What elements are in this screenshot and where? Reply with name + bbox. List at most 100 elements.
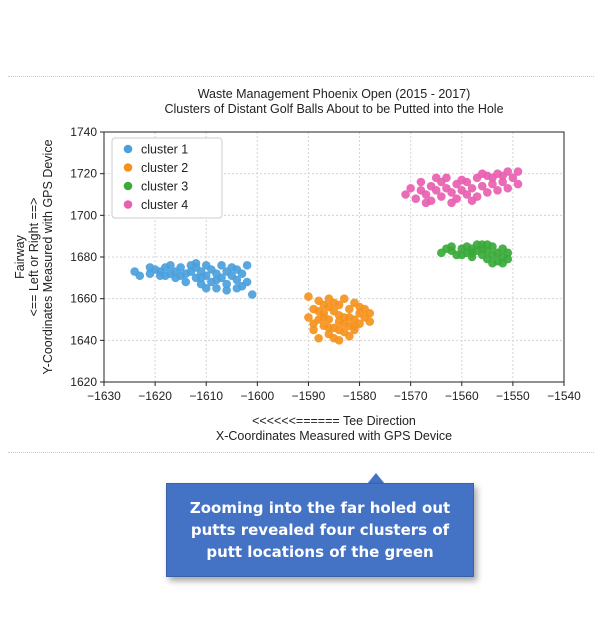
chart-subtitle: Clusters of Distant Golf Balls About to … (164, 102, 503, 116)
point-cluster-2 (309, 325, 318, 335)
chart-points (130, 167, 523, 345)
point-cluster-1 (247, 290, 257, 299)
y-axis-label-line-2: <== Left or Right ==> (27, 198, 41, 317)
point-cluster-4 (498, 177, 507, 187)
point-cluster-4 (406, 183, 415, 193)
point-cluster-2 (314, 333, 323, 343)
point-cluster-4 (416, 177, 426, 187)
point-cluster-4 (447, 188, 456, 197)
point-cluster-4 (431, 186, 441, 195)
point-cluster-4 (437, 192, 446, 201)
point-cluster-4 (513, 179, 523, 189)
bottom-dotted-rule (8, 452, 594, 453)
point-cluster-4 (467, 183, 477, 193)
point-cluster-1 (196, 273, 206, 283)
y-tick-label: 1740 (70, 125, 97, 139)
legend-marker-cluster-4 (123, 200, 133, 209)
point-cluster-1 (242, 277, 252, 287)
x-tick-label: −1630 (87, 389, 121, 403)
point-cluster-4 (508, 173, 518, 183)
point-cluster-4 (483, 188, 492, 197)
legend-label-cluster-2: cluster 2 (141, 161, 188, 175)
x-tick-label: −1570 (394, 389, 428, 403)
chart-title: Waste Management Phoenix Open (2015 - 20… (198, 87, 471, 101)
point-cluster-2 (314, 306, 323, 316)
point-cluster-4 (411, 194, 421, 203)
top-dotted-rule (8, 76, 594, 77)
chart-legend: cluster 1 cluster 2 cluster 3 cluster 4 (111, 137, 223, 219)
y-tick-label: 1660 (70, 292, 97, 306)
point-cluster-4 (431, 173, 441, 183)
point-cluster-1 (222, 279, 231, 289)
point-cluster-4 (457, 175, 467, 185)
point-cluster-3 (457, 250, 467, 260)
point-cluster-1 (201, 283, 211, 293)
x-tick-label: −1550 (496, 389, 530, 403)
point-cluster-2 (324, 323, 334, 333)
point-cluster-2 (339, 294, 349, 303)
point-cluster-1 (212, 283, 221, 293)
point-cluster-4 (477, 181, 487, 191)
point-cluster-3 (483, 240, 492, 249)
point-cluster-2 (345, 331, 354, 341)
y-axis-label-line-1: Fairway (13, 234, 27, 279)
point-cluster-1 (176, 263, 185, 272)
point-cluster-1 (191, 258, 201, 268)
point-cluster-1 (155, 271, 165, 281)
point-cluster-2 (365, 308, 375, 318)
point-cluster-2 (345, 304, 354, 314)
point-cluster-1 (232, 283, 242, 293)
point-cluster-3 (503, 248, 513, 258)
legend-marker-cluster-2 (123, 163, 133, 172)
point-cluster-1 (181, 277, 191, 287)
legend-label-cluster-4: cluster 4 (141, 198, 188, 212)
point-cluster-4 (401, 190, 410, 199)
callout-text: Zooming into the far holed out putts rev… (189, 499, 451, 561)
x-axis-label-line-2: X-Coordinates Measured with GPS Device (216, 429, 452, 443)
point-cluster-2 (309, 319, 318, 328)
x-tick-label: −1560 (445, 389, 479, 403)
point-cluster-2 (350, 321, 359, 331)
scatter-chart: −1630 −1620 −1610 −1600 −1590 −1580 −1570 −1560… (13, 87, 581, 443)
point-cluster-4 (493, 186, 502, 195)
point-cluster-4 (421, 190, 431, 199)
x-axis-label-line-1: <<<<<<====== Tee Direction (252, 414, 416, 428)
point-cluster-2 (334, 325, 344, 335)
point-cluster-4 (467, 196, 477, 206)
point-cluster-3 (488, 258, 497, 268)
point-cluster-4 (513, 167, 523, 176)
x-tick-label: −1600 (240, 389, 274, 403)
x-tick-label: −1620 (138, 389, 172, 403)
y-tick-label: 1640 (70, 333, 97, 347)
point-cluster-1 (217, 261, 226, 270)
y-tick-label: 1720 (70, 167, 97, 181)
point-cluster-4 (447, 198, 456, 208)
point-cluster-1 (145, 263, 155, 272)
point-cluster-4 (421, 198, 431, 208)
point-cluster-1 (237, 269, 247, 278)
legend-box (111, 137, 223, 219)
point-cluster-4 (488, 173, 497, 183)
point-cluster-1 (166, 261, 175, 270)
point-cluster-2 (304, 313, 313, 322)
point-cluster-2 (304, 292, 313, 301)
point-cluster-2 (319, 313, 329, 322)
point-cluster-4 (498, 171, 507, 181)
y-tick-label: 1620 (70, 375, 97, 389)
legend-label-cluster-3: cluster 3 (141, 180, 188, 194)
point-cluster-4 (462, 190, 472, 199)
point-cluster-2 (355, 302, 364, 312)
legend-marker-cluster-3 (123, 181, 133, 191)
x-tick-label: −1540 (547, 389, 581, 403)
legend-label-cluster-1: cluster 1 (141, 143, 188, 157)
x-tick-label: −1610 (189, 389, 223, 403)
point-cluster-1 (135, 271, 145, 281)
callout-box: Zooming into the far holed out putts rev… (166, 483, 474, 577)
point-cluster-4 (488, 179, 497, 189)
callout-arrow (367, 473, 385, 484)
y-tick-label: 1700 (70, 208, 97, 222)
point-cluster-2 (334, 336, 344, 345)
point-cluster-1 (242, 261, 252, 270)
point-cluster-1 (232, 275, 242, 285)
point-cluster-2 (345, 313, 354, 322)
